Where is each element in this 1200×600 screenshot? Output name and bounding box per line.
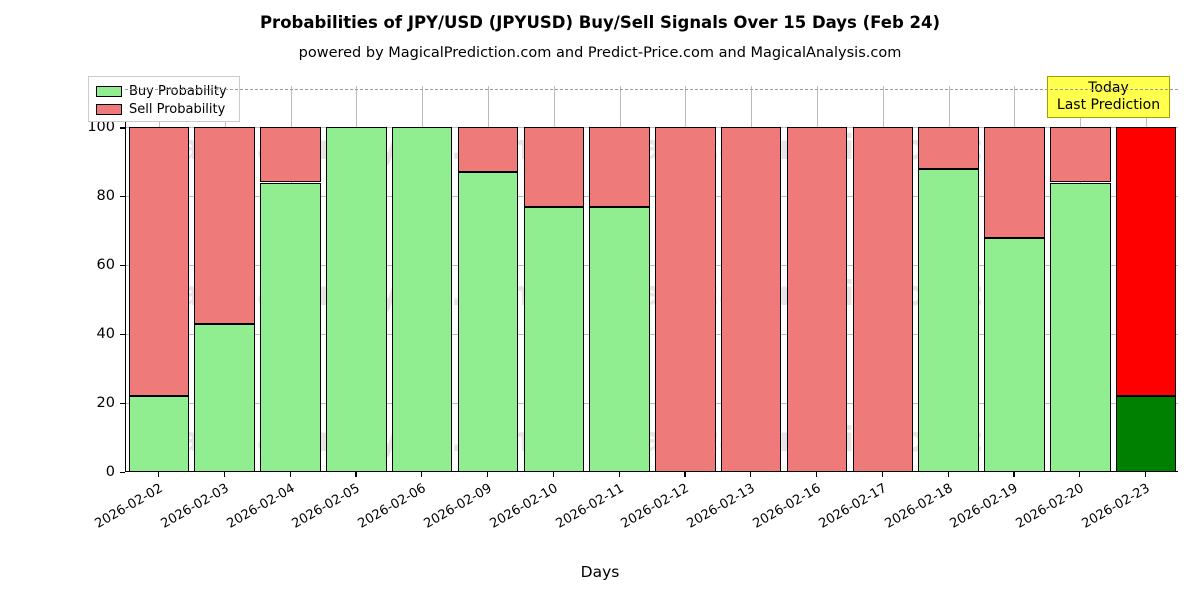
bar-segment-sell[interactable] [918,127,979,169]
bar-group[interactable] [326,86,387,472]
bar-segment-sell[interactable] [720,127,782,472]
today-label-line2: Last Prediction [1056,96,1161,113]
bar-segment-sell[interactable] [128,127,190,397]
x-axis-tick-mark [1145,472,1147,477]
bar-segment-sell[interactable] [589,127,650,207]
gridline-horizontal [126,265,1178,267]
y-axis-tick-label: 0 [105,464,115,480]
x-axis-tick-mark [289,472,291,477]
legend-swatch-buy [96,85,122,97]
bar-segment-sell[interactable] [523,127,585,207]
bar-group[interactable] [918,86,979,472]
bar-group[interactable] [457,86,519,472]
bar-segment-buy[interactable] [326,127,387,472]
legend-item-buy: Buy Probability [96,82,232,100]
x-axis-label: Days [580,563,620,581]
bar-segment-buy[interactable] [391,127,453,472]
x-axis-tick-mark [881,472,884,477]
bar-segment-sell[interactable] [1115,127,1177,397]
bar-segment-buy[interactable] [1050,182,1111,472]
bar-group[interactable] [523,86,585,472]
bar-segment-buy[interactable] [457,172,519,472]
bar-segment-buy[interactable] [589,206,650,472]
bar-segment-sell[interactable] [852,127,914,472]
y-axis-tick-label: 40 [96,326,115,343]
bar-segment-sell[interactable] [1050,127,1111,183]
y-axis-tick-label: 100 [87,119,115,136]
bar-group[interactable] [786,86,848,472]
today-annotation: Today Last Prediction [1047,76,1170,119]
x-axis-tick-mark [486,472,489,477]
chart-subtitle: powered by MagicalPrediction.com and Pre… [298,45,902,61]
bar-group[interactable] [128,86,190,472]
bar-segment-buy[interactable] [1115,396,1177,472]
x-axis-tick-mark [223,472,225,477]
bar-segment-buy[interactable] [918,168,979,472]
x-axis-tick-mark [684,472,686,477]
bar-group[interactable] [655,86,716,472]
y-axis-tick-label: 60 [96,257,115,274]
reference-dashed-line [125,89,1178,91]
bar-group[interactable] [1050,86,1111,472]
bar-segment-sell[interactable] [786,127,848,472]
bar-group[interactable] [194,86,255,472]
bar-segment-sell[interactable] [260,127,321,183]
x-axis-tick-mark [1013,472,1015,477]
x-axis-tick-mark [421,472,423,477]
y-axis-tick-mark [120,334,125,336]
legend-label-buy: Buy Probability [129,83,227,99]
bar-group[interactable] [984,86,1045,472]
gridline-horizontal [126,196,1178,198]
y-axis-tick-mark [120,403,125,405]
legend-item-sell: Sell Probability [96,100,232,118]
bar-group[interactable] [1115,86,1177,472]
plot-area: MagicalAnalysis.comMagicalPrediction.com… [125,86,1178,472]
x-axis-tick-mark [947,472,949,477]
bar-group[interactable] [260,86,321,472]
bar-group[interactable] [852,86,914,472]
x-axis-tick-mark [355,472,357,477]
bar-segment-sell[interactable] [984,127,1045,238]
y-axis-tick-mark [120,196,125,198]
legend-swatch-sell [96,103,122,115]
x-axis-tick-mark [750,472,752,477]
bar-group[interactable] [391,86,453,472]
x-axis-tick-mark [618,472,620,477]
bar-group[interactable] [589,86,650,472]
bar-segment-sell[interactable] [194,127,255,324]
bar-segment-buy[interactable] [984,237,1045,472]
chart-legend: Buy Probability Sell Probability [88,76,240,122]
chart-title: Probabilities of JPY/USD (JPYUSD) Buy/Se… [259,13,941,32]
y-axis-tick-label: 20 [96,395,115,412]
x-axis-tick-mark [157,472,160,477]
today-label-line1: Today [1088,80,1129,96]
gridline-horizontal [126,403,1178,405]
bar-segment-buy[interactable] [260,182,321,472]
x-axis-tick-mark [552,472,554,477]
legend-label-sell: Sell Probability [129,101,226,117]
bar-segment-sell[interactable] [655,127,716,472]
y-axis-tick-label: 80 [96,188,115,205]
y-axis-tick-mark [120,472,125,474]
bar-segment-sell[interactable] [457,127,519,173]
bar-segment-buy[interactable] [194,323,255,472]
y-axis-tick-mark [120,127,125,129]
bar-group[interactable] [720,86,782,472]
x-axis-tick-mark [816,472,818,477]
gridline-horizontal [126,334,1178,336]
x-axis-tick-mark [1079,472,1081,477]
y-axis-tick-mark [120,265,125,267]
bar-segment-buy[interactable] [523,206,585,472]
bar-segment-buy[interactable] [128,396,190,472]
gridline-horizontal [126,127,1178,129]
